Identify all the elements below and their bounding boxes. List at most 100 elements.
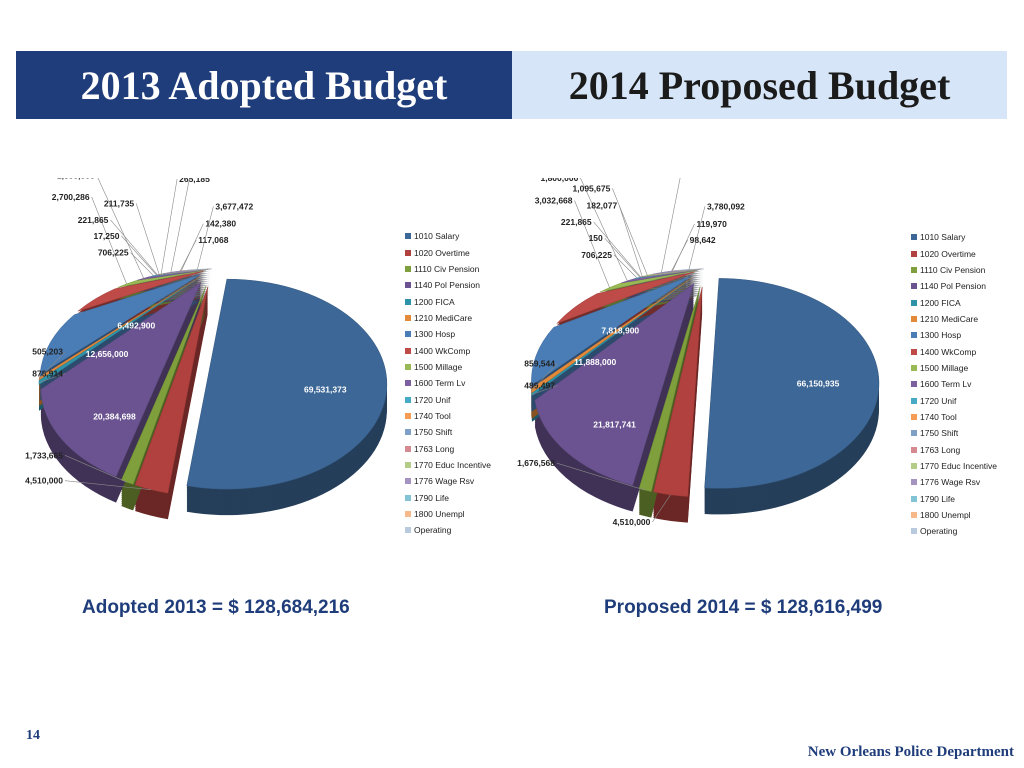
legend-item: 1800 Unempl — [405, 506, 491, 522]
legend-item: 1010 Salary — [405, 228, 491, 244]
data-label: 489,497 — [524, 380, 555, 390]
legend-swatch — [405, 445, 411, 452]
legend-swatch — [911, 528, 917, 535]
legend-label: 1200 FICA — [920, 297, 961, 308]
legend-item: 1110 Civ Pension — [405, 261, 491, 277]
legend-label: 1300 Hosp — [920, 330, 962, 341]
legend-item: 1776 Wage Rsv — [405, 473, 491, 489]
leader-line — [96, 175, 144, 279]
legend-item: 1110 Civ Pension — [911, 262, 997, 278]
legend-label: 1776 Wage Rsv — [414, 476, 475, 487]
leader-line — [531, 385, 558, 395]
legend-swatch — [911, 381, 917, 388]
leader-line — [135, 203, 160, 275]
legend-label: 1800 Unempl — [920, 510, 971, 521]
legend-label: Operating — [920, 526, 958, 537]
legend-label: 1020 Overtime — [920, 248, 976, 259]
data-label: 142,380 — [205, 219, 236, 229]
data-label: 3,677,472 — [215, 201, 253, 211]
legend-swatch — [911, 299, 917, 306]
leader-line — [64, 455, 128, 483]
legend-swatch — [911, 495, 917, 502]
legend-item: 1200 FICA — [405, 293, 491, 309]
data-label: 221,865 — [78, 215, 109, 225]
legend-label: 1020 Overtime — [414, 247, 470, 258]
legend-swatch — [405, 314, 411, 321]
data-label: 265,185 — [179, 178, 210, 184]
leader-line — [181, 223, 204, 271]
data-label: 12,656,000 — [86, 349, 129, 359]
data-label: 6,492,900 — [117, 320, 155, 330]
data-label: 11,888,000 — [574, 357, 616, 367]
data-label: 3,032,668 — [535, 196, 573, 206]
legend-swatch — [911, 413, 917, 420]
pie-slice-1020-overtime — [134, 286, 209, 494]
legend-swatch — [911, 364, 917, 371]
data-label: 706,225 — [98, 248, 129, 258]
data-label: 1,676,568 — [517, 458, 555, 468]
legend-swatch — [911, 250, 917, 257]
pie-slice-1010-salary — [186, 278, 388, 490]
legend-item: 1400 WkComp — [405, 342, 491, 358]
leader-line — [613, 254, 638, 279]
pie-slice-1140-pol-pension — [40, 281, 202, 477]
legend-item: 1750 Shift — [405, 424, 491, 440]
pie-slice-operating — [183, 268, 212, 271]
data-label: 20,384,698 — [93, 412, 136, 422]
data-label: 3,780,092 — [707, 201, 745, 211]
legend-label: 1210 MediCare — [414, 312, 473, 323]
leader-line — [604, 237, 640, 278]
leader-line — [91, 196, 127, 284]
legend-swatch — [405, 478, 411, 485]
pie-slice-1500-millage — [117, 269, 207, 288]
legend-swatch — [911, 234, 917, 241]
legend-swatch — [405, 249, 411, 256]
pie-slice-operating — [674, 268, 704, 271]
legend-item: 1770 Educ Incentive — [405, 457, 491, 473]
legend-label: 1750 Shift — [414, 427, 453, 438]
legend-label: 1720 Unif — [414, 394, 451, 405]
legend-item: 1140 Pol Pension — [405, 277, 491, 293]
leader-line — [38, 373, 66, 383]
leader-line — [110, 219, 158, 275]
legend-swatch — [405, 429, 411, 436]
legend-item: 1776 Wage Rsv — [911, 474, 997, 490]
legend-label: 1600 Term Lv — [414, 378, 466, 389]
legend-label: 1720 Unif — [920, 395, 957, 406]
legend-swatch — [911, 283, 917, 290]
legend-swatch — [405, 265, 411, 272]
legend-2014: 1010 Salary 1020 Overtime 1110 Civ Pension… — [911, 229, 997, 540]
legend-label: 1600 Term Lv — [920, 379, 972, 390]
leader-line — [197, 206, 214, 270]
data-label: 878,914 — [32, 369, 63, 379]
legend-swatch — [405, 298, 411, 305]
footer-organization: New Orleans Police Department — [807, 744, 1014, 760]
leader-line — [672, 223, 695, 271]
legend-item: 1400 WkComp — [911, 343, 997, 359]
legend-item: 1210 MediCare — [405, 310, 491, 326]
legend-label: Operating — [414, 525, 452, 536]
pie-slice-1140-pol-pension — [534, 282, 695, 486]
legend-swatch — [405, 396, 411, 403]
data-label: 211,735 — [104, 198, 135, 208]
header-2013-adopted: 2013 Adopted Budget — [16, 51, 512, 119]
legend-item: 1600 Term Lv — [911, 376, 997, 392]
data-label: 150 — [589, 233, 603, 243]
leader-line — [652, 494, 671, 523]
legend-item: 1300 Hosp — [911, 327, 997, 343]
data-label: 505,203 — [32, 347, 63, 357]
legend-swatch — [405, 461, 411, 468]
legend-label: 1110 Civ Pension — [414, 263, 480, 274]
data-label: 69,531,373 — [304, 384, 347, 394]
data-label: 859,544 — [524, 359, 555, 369]
pie-slice-1800-unempl — [672, 268, 703, 272]
total-2013: Adopted 2013 = $ 128,684,216 — [82, 597, 350, 618]
data-label: 119,970 — [697, 219, 728, 229]
leader-line — [531, 363, 558, 391]
data-label: 706,225 — [581, 250, 612, 260]
legend-label: 1790 Life — [414, 492, 449, 503]
pie-chart-2014: 66,150,935 4,510,000 1,676,568 21,817,741 48… — [510, 156, 997, 563]
legend-label: 1500 Millage — [920, 362, 969, 373]
pie-slice-1400-wkcomp — [77, 270, 204, 312]
leader-line — [661, 161, 684, 273]
